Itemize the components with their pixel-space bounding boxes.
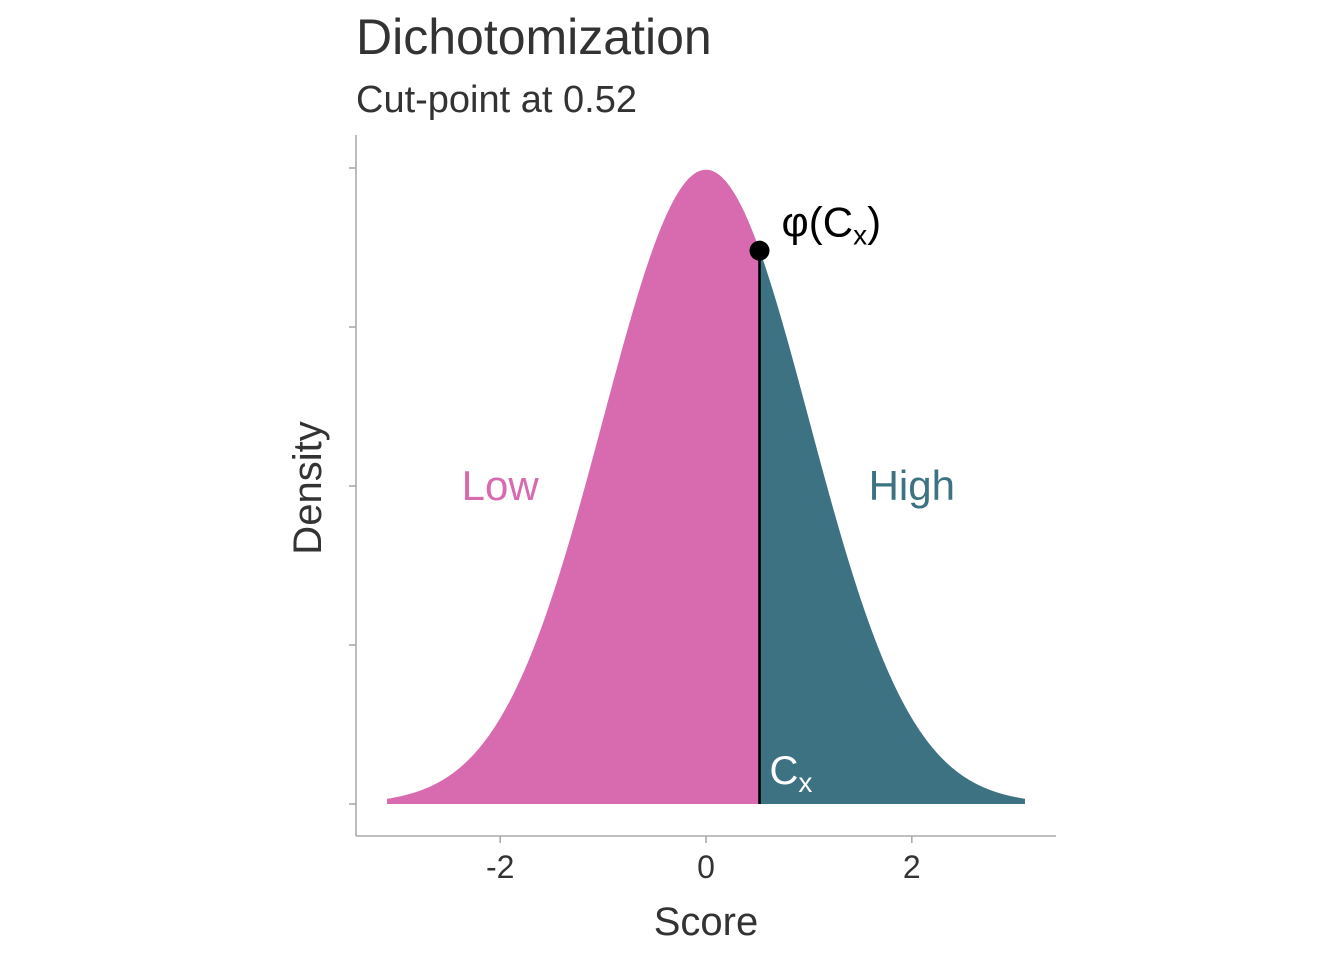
y-axis-label: Density [286, 421, 330, 554]
x-tick-label: 0 [697, 849, 715, 885]
region-label-high: High [869, 462, 955, 509]
x-axis-label: Score [654, 900, 759, 944]
y-axis-ticks [349, 167, 356, 805]
cut-annotation: Cx [770, 749, 813, 798]
region-low [387, 169, 760, 804]
chart-subtitle: Cut-point at 0.52 [356, 79, 637, 121]
cut-density-point [749, 240, 770, 261]
point-annotation: φ(Cx) [782, 199, 882, 251]
x-axis-ticks: -2 0 2 [486, 836, 921, 885]
x-tick-label: 2 [903, 849, 921, 885]
plot-area: Low High φ(Cx) Cx [387, 169, 1025, 804]
x-tick-label: -2 [486, 849, 514, 885]
region-label-low: Low [462, 462, 540, 509]
chart-title: Dichotomization [356, 9, 712, 65]
region-high [759, 249, 1025, 804]
